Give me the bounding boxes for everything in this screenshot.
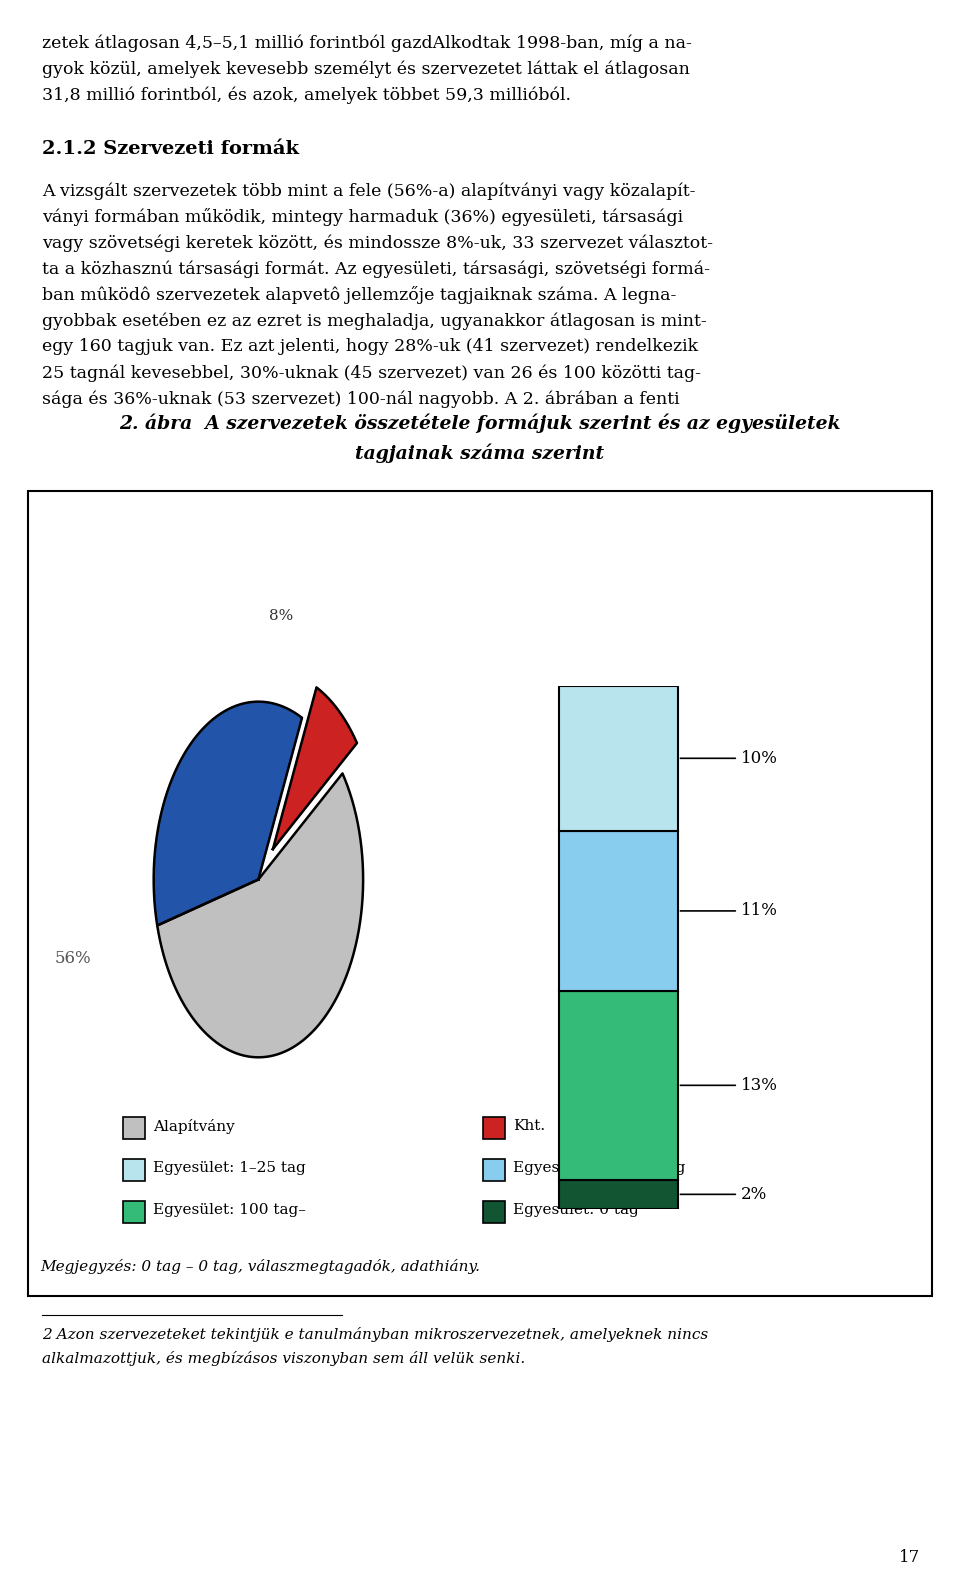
Text: tagjainak száma szerint: tagjainak száma szerint xyxy=(355,444,605,463)
Text: sága és 36%-uknak (53 szervezet) 100-nál nagyobb. A 2. ábrában a fenti: sága és 36%-uknak (53 szervezet) 100-nál… xyxy=(42,390,680,407)
Text: gyobbak esetében ez az ezret is meghaladja, ugyanakkor átlagosan is mint-: gyobbak esetében ez az ezret is meghalad… xyxy=(42,312,707,329)
Text: Megjegyzés: 0 tag – 0 tag, válaszmegtagadók, adathiány.: Megjegyzés: 0 tag – 0 tag, válaszmegtaga… xyxy=(40,1259,480,1274)
Text: Alapítvány: Alapítvány xyxy=(153,1118,235,1134)
Polygon shape xyxy=(157,773,363,1057)
Text: gyok közül, amelyek kevesebb személyt és szervezetet láttak el átlagosan: gyok közül, amelyek kevesebb személyt és… xyxy=(42,60,690,78)
Text: ta a közhasznú társasági formát. Az egyesületi, társasági, szövetségi formá-: ta a közhasznú társasági formát. Az egye… xyxy=(42,260,710,277)
Text: 2.1.2 Szervezeti formák: 2.1.2 Szervezeti formák xyxy=(42,139,299,158)
Text: 2. ábra  A szervezetek összetétele formájuk szerint és az egyesületek: 2. ábra A szervezetek összetétele formáj… xyxy=(119,413,841,432)
Text: zetek átlagosan 4,5–5,1 millió forintból gazdAlkodtak 1998-ban, míg a na-: zetek átlagosan 4,5–5,1 millió forintból… xyxy=(42,33,692,52)
Text: 2%: 2% xyxy=(681,1186,767,1202)
Text: Egyesület: 26–100 tag: Egyesület: 26–100 tag xyxy=(513,1161,685,1175)
Bar xyxy=(123,1117,145,1139)
Text: 31,8 millió forintból, és azok, amelyek többet 59,3 millióból.: 31,8 millió forintból, és azok, amelyek … xyxy=(42,86,571,103)
Bar xyxy=(123,1201,145,1223)
Bar xyxy=(28,491,932,1296)
Polygon shape xyxy=(154,702,302,925)
Text: 2 Azon szervezeteket tekintjük e tanulmányban mikroszervezetnek, amelyeknek ninc: 2 Azon szervezeteket tekintjük e tanulmá… xyxy=(42,1327,708,1342)
Bar xyxy=(560,992,678,1180)
Text: egy 160 tagjuk van. Ez azt jelenti, hogy 28%-uk (41 szervezet) rendelkezik: egy 160 tagjuk van. Ez azt jelenti, hogy… xyxy=(42,337,698,355)
Bar xyxy=(483,1159,505,1182)
Text: vagy szövetségi keretek között, és mindossze 8%-uk, 33 szervezet választot-: vagy szövetségi keretek között, és mindo… xyxy=(42,234,713,252)
Text: ban mûködô szervezetek alapvetô jellemzője tagjaiknak száma. A legna-: ban mûködô szervezetek alapvetô jellemző… xyxy=(42,287,677,304)
Text: Egyesület: 100 tag–: Egyesület: 100 tag– xyxy=(153,1202,306,1217)
Text: Egyesület: 1–25 tag: Egyesület: 1–25 tag xyxy=(153,1161,305,1175)
Bar xyxy=(483,1201,505,1223)
Text: 13%: 13% xyxy=(681,1077,778,1095)
Bar xyxy=(560,1180,678,1209)
Text: 25 tagnál kevesebbel, 30%-uknak (45 szervezet) van 26 és 100 közötti tag-: 25 tagnál kevesebbel, 30%-uknak (45 szer… xyxy=(42,364,701,382)
Text: ványi formában működik, mintegy harmaduk (36%) egyesületi, társasági: ványi formában működik, mintegy harmaduk… xyxy=(42,208,684,227)
Text: 17: 17 xyxy=(899,1549,920,1567)
Polygon shape xyxy=(273,687,357,849)
Text: A vizsgált szervezetek több mint a fele (56%-a) alapítványi vagy közalapít-: A vizsgált szervezetek több mint a fele … xyxy=(42,182,695,200)
Bar xyxy=(560,832,678,992)
Bar xyxy=(560,686,678,832)
Bar xyxy=(483,1117,505,1139)
Text: 56%: 56% xyxy=(54,950,91,966)
Text: alkalmazottjuk, és megbízásos viszonyban sem áll velük senki.: alkalmazottjuk, és megbízásos viszonyban… xyxy=(42,1351,525,1365)
Text: 11%: 11% xyxy=(681,903,778,919)
Bar xyxy=(123,1159,145,1182)
Text: Kht.: Kht. xyxy=(513,1118,545,1133)
Text: 10%: 10% xyxy=(681,749,778,767)
Text: Egyesület: 0 tag: Egyesület: 0 tag xyxy=(513,1202,638,1217)
Text: 8%: 8% xyxy=(270,608,294,623)
